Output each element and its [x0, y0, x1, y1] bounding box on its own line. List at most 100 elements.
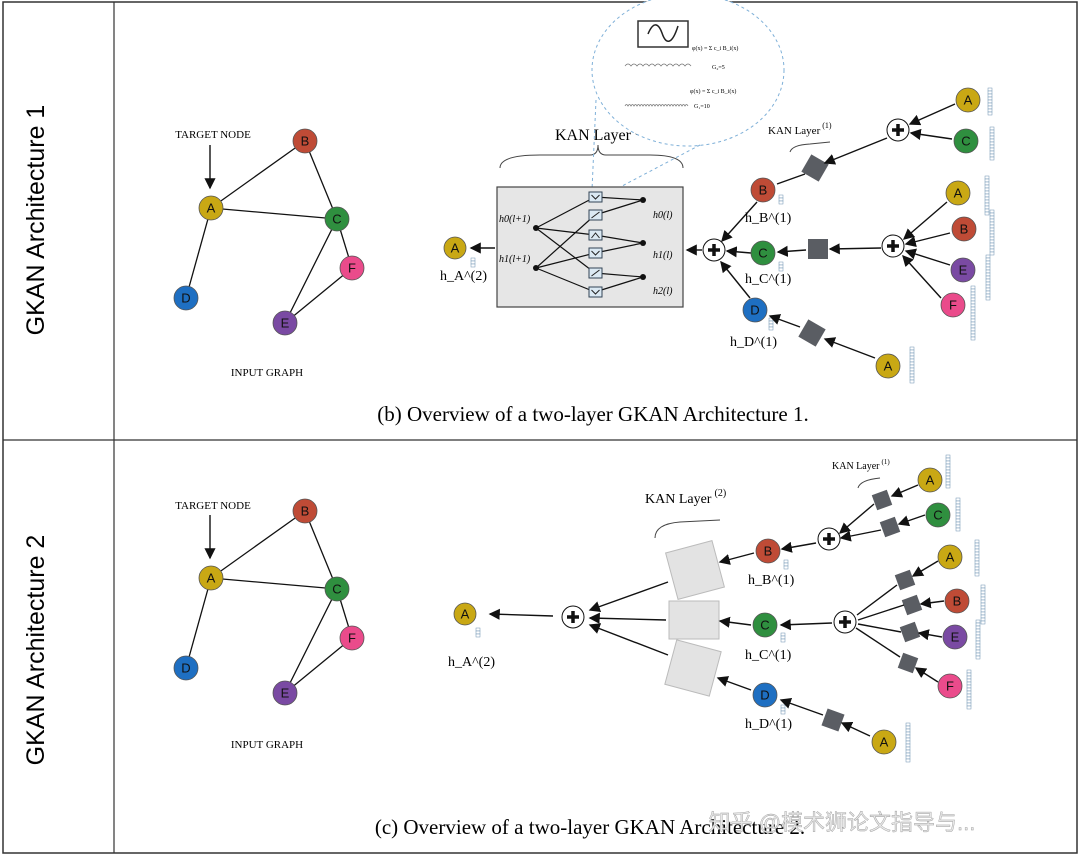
edge-arrow	[890, 484, 919, 498]
feature-cell	[985, 284, 991, 289]
node-label: A	[954, 186, 963, 201]
node-circle	[453, 602, 477, 626]
node-B: B	[755, 538, 781, 564]
kan-layer-2-block	[664, 539, 726, 601]
feature-cell	[984, 178, 990, 183]
feature-cell	[768, 326, 774, 331]
feature-cell	[966, 678, 972, 683]
edge-arrow	[823, 137, 888, 165]
node-E: E	[950, 257, 976, 283]
spline-function-icon	[588, 286, 603, 298]
feature-cell	[905, 746, 911, 751]
feature-cell	[974, 557, 980, 562]
feature-cell	[984, 202, 990, 207]
hidden-state-label-hA2: h_A^(2)	[448, 655, 495, 670]
node-circle	[292, 498, 318, 524]
kan-output-label: h0(l)	[653, 210, 673, 221]
feature-cell	[768, 317, 774, 322]
feature-cell	[980, 590, 986, 595]
watermark: 知乎 @模术狮论文指导与...	[709, 810, 976, 835]
kan-layer-1-brace-1	[789, 141, 831, 153]
edge-arrow	[588, 581, 669, 612]
node-F: F	[940, 292, 966, 318]
edge-arrow	[779, 698, 824, 716]
plus-sign	[708, 244, 720, 256]
feature-cell	[955, 518, 961, 523]
edge-arrow	[716, 676, 752, 691]
feature-cell	[970, 327, 976, 332]
feature-cell	[955, 503, 961, 508]
kan-neuron	[533, 265, 539, 271]
feature-cell	[945, 463, 951, 468]
feature-cell	[768, 320, 774, 325]
feature-cell	[974, 572, 980, 577]
kan-output-label: h2(l)	[653, 286, 673, 297]
plus-sign	[892, 124, 904, 136]
kan-layer-2-block	[668, 600, 720, 640]
feature-cell	[970, 318, 976, 323]
node-label: A	[964, 93, 973, 108]
feature-vector-icon	[955, 497, 961, 532]
feature-vector-icon	[905, 722, 911, 763]
feature-cell	[975, 619, 981, 624]
plus-sign	[887, 240, 899, 252]
feature-cell	[909, 361, 915, 366]
feature-cell	[966, 675, 972, 680]
kan-input-label: h1(l+1)	[499, 254, 531, 265]
node-circle	[173, 285, 199, 311]
kan-layer-1-block	[821, 708, 845, 732]
edge-arrow	[776, 245, 807, 257]
node-A: A	[453, 602, 477, 626]
hidden-state-label-hB1: h_B^(1)	[748, 573, 795, 588]
feature-cell	[974, 539, 980, 544]
edge-arrow	[823, 337, 876, 359]
feature-vector-icon	[966, 669, 972, 710]
feature-vector-icon	[989, 209, 995, 256]
kan-input-label: h0(l+1)	[499, 214, 531, 225]
feature-cell	[980, 617, 986, 622]
feature-cell	[783, 562, 789, 567]
spline-glyph	[591, 232, 600, 239]
node-circle	[955, 87, 981, 113]
node-label: B	[759, 183, 768, 198]
feature-cell	[909, 358, 915, 363]
edge-arrow	[840, 722, 871, 737]
node-circle	[942, 624, 968, 650]
kan-edge	[594, 196, 644, 201]
graph-edge	[185, 207, 212, 299]
node-D: D	[742, 297, 768, 323]
node-label: F	[949, 298, 957, 313]
node-label: C	[332, 582, 341, 597]
node-label: C	[933, 508, 942, 523]
graph-edge	[185, 577, 212, 669]
feature-cell	[989, 150, 995, 155]
feature-cell	[989, 209, 995, 214]
feature-cell	[980, 587, 986, 592]
node-circle	[925, 502, 951, 528]
zoom-grid-1: G₂=5	[712, 65, 725, 71]
row-label-arch-2: GKAN Architecture 2	[22, 535, 50, 766]
feature-cell	[905, 755, 911, 760]
feature-cell	[980, 593, 986, 598]
hidden-state-label-hC1: h_C^(1)	[745, 648, 792, 663]
kan-layer-1-block	[901, 594, 923, 616]
feature-cell	[778, 264, 784, 269]
feature-cell	[970, 297, 976, 302]
feature-cell	[984, 211, 990, 216]
feature-cell	[980, 608, 986, 613]
feature-cell	[909, 352, 915, 357]
feature-cell	[989, 212, 995, 217]
hidden-state-label-hD1: h_D^(1)	[730, 335, 777, 350]
feature-cell	[945, 457, 951, 462]
node-F: F	[339, 255, 365, 281]
node-label: B	[960, 222, 969, 237]
node-label: F	[348, 631, 356, 646]
feature-cell	[905, 731, 911, 736]
feature-cell	[984, 208, 990, 213]
feature-cell	[905, 728, 911, 733]
feature-cell	[984, 196, 990, 201]
row-label-arch-1: GKAN Architecture 1	[22, 105, 50, 336]
node-C: C	[750, 240, 776, 266]
feature-vector-icon	[970, 285, 976, 341]
node-label: D	[750, 303, 759, 318]
